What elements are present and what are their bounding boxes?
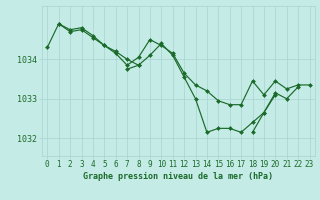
X-axis label: Graphe pression niveau de la mer (hPa): Graphe pression niveau de la mer (hPa)	[84, 172, 273, 181]
